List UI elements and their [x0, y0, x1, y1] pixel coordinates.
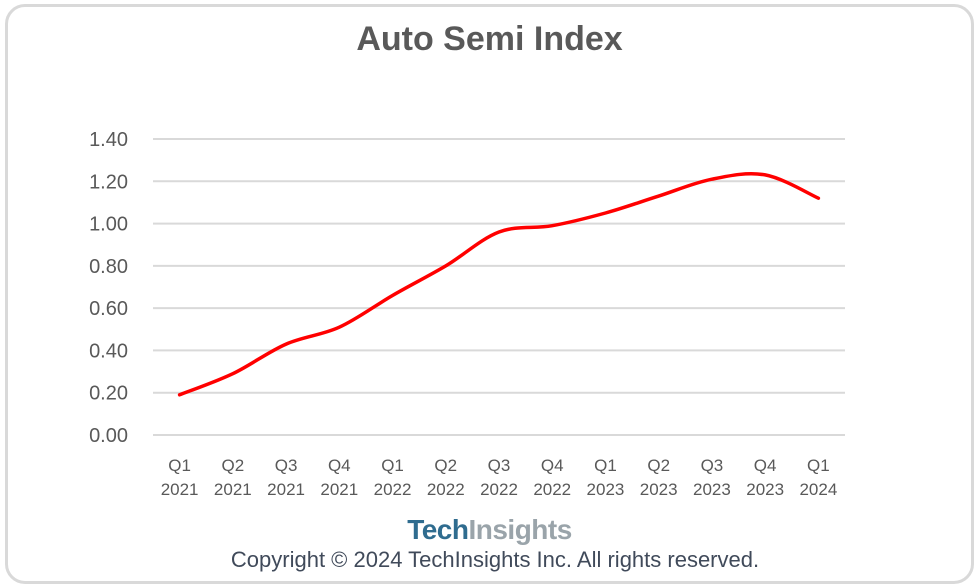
x-tick-label: Q1 2021: [161, 456, 199, 499]
x-tick-year: 2023: [746, 480, 784, 499]
chart-frame: [5, 4, 974, 584]
x-tick-quarter: Q3: [701, 456, 724, 475]
x-tick-label: Q1 2024: [799, 456, 837, 499]
x-tick-year: 2023: [587, 480, 625, 499]
x-tick-quarter: Q4: [328, 456, 351, 475]
x-tick-quarter: Q2: [222, 456, 245, 475]
x-tick-label: Q2 2021: [214, 456, 252, 499]
x-tick-year: 2022: [374, 480, 412, 499]
y-tick-label: 1.40: [89, 129, 128, 151]
x-tick-year: 2021: [214, 480, 252, 499]
y-tick-label: 0.00: [89, 425, 128, 447]
x-tick-quarter: Q1: [381, 456, 404, 475]
x-tick-label: Q3 2023: [693, 456, 731, 499]
x-tick-label: Q4 2022: [533, 456, 571, 499]
x-tick-label: Q3 2021: [267, 456, 305, 499]
x-tick-label: Q4 2021: [320, 456, 358, 499]
x-tick-year: 2024: [799, 480, 837, 499]
x-tick-label: Q1 2022: [374, 456, 412, 499]
y-tick-label: 0.20: [89, 383, 128, 405]
x-tick-label: Q2 2022: [427, 456, 465, 499]
x-tick-quarter: Q1: [168, 456, 191, 475]
series-line: [177, 172, 821, 397]
x-tick-quarter: Q3: [488, 456, 511, 475]
y-tick-label: 0.40: [89, 340, 128, 362]
x-tick-year: 2022: [533, 480, 571, 499]
x-tick-year: 2023: [693, 480, 731, 499]
y-tick-label: 1.00: [89, 214, 128, 236]
x-tick-year: 2022: [480, 480, 518, 499]
chart-title: Auto Semi Index: [356, 20, 623, 58]
x-tick-year: 2021: [320, 480, 358, 499]
copyright-notice: Copyright © 2024 TechInsights Inc. All r…: [230, 547, 760, 572]
x-tick-label: Q2 2023: [640, 456, 678, 499]
logo-part-insights: Insights: [468, 514, 572, 545]
x-tick-year: 2021: [267, 480, 305, 499]
techinsights-logo: TechInsights: [0, 514, 979, 546]
x-tick-quarter: Q2: [647, 456, 670, 475]
x-tick-quarter: Q1: [594, 456, 617, 475]
x-tick-quarter: Q4: [754, 456, 777, 475]
x-tick-label: Q3 2022: [480, 456, 518, 499]
x-tick-year: 2023: [640, 480, 678, 499]
y-tick-label: 1.20: [89, 171, 128, 193]
x-tick-quarter: Q3: [275, 456, 298, 475]
x-tick-year: 2021: [161, 480, 199, 499]
x-tick-year: 2022: [427, 480, 465, 499]
x-tick-quarter: Q2: [434, 456, 457, 475]
y-tick-label: 0.80: [89, 256, 128, 278]
x-tick-label: Q1 2023: [587, 456, 625, 499]
logo-part-tech: Tech: [407, 514, 469, 545]
x-tick-label: Q4 2023: [746, 456, 784, 499]
x-tick-quarter: Q1: [807, 456, 830, 475]
x-tick-quarter: Q4: [541, 456, 564, 475]
y-tick-label: 0.60: [89, 298, 128, 320]
